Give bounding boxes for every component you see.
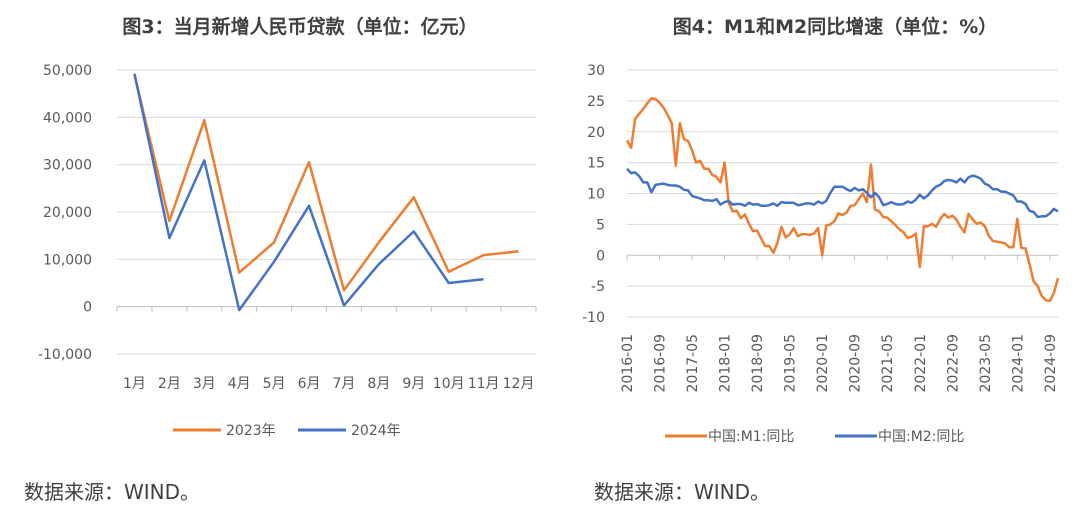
x-tick-label: 5月 [263, 376, 286, 392]
y-tick-label: 25 [587, 94, 605, 110]
y-tick-label: 0 [83, 300, 92, 316]
y-tick-label: 50,000 [43, 63, 92, 79]
series-line [626, 167, 1059, 219]
x-tick-label: 2019-05 [783, 334, 799, 393]
x-tick-label: 2018-01 [718, 334, 734, 393]
x-tick-label: 11月 [468, 376, 500, 392]
x-tick-label: 12月 [503, 376, 535, 392]
y-tick-label: 20 [587, 125, 605, 141]
x-tick-label: 2024-01 [1010, 334, 1026, 393]
x-tick-label: 2024-09 [1043, 334, 1059, 393]
legend-label: 2024年 [351, 423, 401, 439]
left-source-note: 数据来源：WIND。 [24, 480, 201, 504]
legend-label: 中国:M2:同比 [878, 429, 964, 445]
y-tick-label: 20,000 [43, 205, 92, 221]
x-tick-label: 2022-09 [945, 334, 961, 393]
x-tick-label: 4月 [228, 376, 251, 392]
y-tick-label: 10 [587, 187, 605, 203]
left-chart: -10,000 0 10,000 20,000 30,000 40,000 50,000 1月… [38, 63, 537, 439]
x-tick-label: 2016-01 [620, 334, 636, 393]
legend-label: 2023年 [226, 423, 276, 439]
y-tick-label: 10,000 [43, 252, 92, 268]
x-tick-label: 6月 [298, 376, 321, 392]
legend-label: 中国:M1:同比 [708, 429, 794, 445]
x-tick-label: 3月 [193, 376, 216, 392]
left-chart-title: 图3：当月新增人民币贷款（单位：亿元） [122, 16, 478, 38]
series-line [625, 97, 1060, 303]
x-tick-label: 2020-01 [815, 334, 831, 393]
right-chart: -10 -5 0 5 10 15 20 25 30 2016-01 2016-09 2017-05 20… [582, 63, 1060, 445]
x-tick-label: 2020-09 [848, 334, 864, 393]
x-tick-label: 9月 [402, 376, 425, 392]
y-tick-label: -10,000 [38, 347, 92, 363]
series-line [133, 73, 484, 312]
x-tick-label: 1月 [123, 376, 146, 392]
y-tick-label: -5 [591, 279, 605, 295]
x-tick-label: 2018-09 [750, 334, 766, 393]
x-tick-label: 2月 [158, 376, 181, 392]
x-tick-label: 2021-05 [880, 334, 896, 393]
right-chart-title: 图4：M1和M2同比增速（单位：%） [672, 16, 998, 38]
x-tick-label: 7月 [332, 376, 355, 392]
x-tick-label: 2023-05 [978, 334, 994, 393]
x-tick-label: 8月 [367, 376, 390, 392]
x-tick-label: 10月 [433, 376, 465, 392]
y-tick-label: 30,000 [43, 158, 92, 174]
right-source-note: 数据来源：WIND。 [594, 480, 771, 504]
y-tick-label: -10 [582, 310, 605, 326]
y-tick-label: 5 [596, 217, 605, 233]
x-tick-label: 2022-01 [913, 334, 929, 393]
y-tick-label: 40,000 [43, 110, 92, 126]
x-tick-label: 2016-09 [653, 334, 669, 393]
y-tick-label: 15 [587, 156, 605, 172]
y-tick-label: 30 [587, 63, 605, 79]
x-tick-label: 2017-05 [685, 334, 701, 393]
series-line [133, 74, 519, 292]
y-tick-label: 0 [596, 248, 605, 264]
